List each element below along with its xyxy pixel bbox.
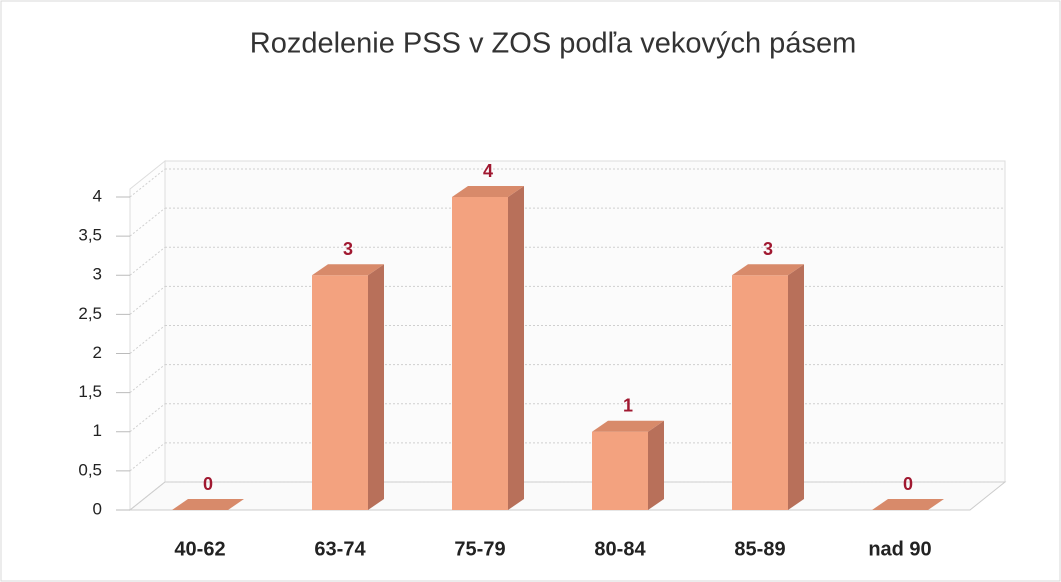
x-tick-label: nad 90 (868, 538, 931, 560)
bar-front (592, 431, 648, 510)
bar (172, 499, 244, 510)
x-tick-label: 80-84 (594, 538, 646, 560)
grid-line (129, 481, 166, 511)
bar-front (732, 275, 788, 510)
y-tick-label: 3,5 (78, 226, 102, 245)
bar-top (732, 264, 804, 276)
grid-line (129, 403, 166, 433)
bar-front (312, 275, 368, 510)
bar-top (592, 420, 664, 432)
y-tick-label: 1 (93, 421, 102, 440)
grid-line (129, 207, 166, 237)
bar-top (452, 186, 524, 197)
bar-side (368, 264, 384, 510)
chart-title: Rozdelenie PSS v ZOS podľa vekových páse… (250, 28, 856, 60)
bar-top (172, 499, 244, 510)
y-tick-label: 0,5 (78, 460, 102, 479)
data-label: 4 (483, 161, 493, 181)
grid-line (129, 442, 166, 472)
bar (312, 264, 384, 510)
bar (872, 499, 944, 510)
bar-front (452, 197, 508, 510)
bar-top (312, 264, 384, 276)
bar (452, 186, 524, 510)
data-label: 0 (203, 474, 213, 494)
y-tick-label: 0 (93, 499, 102, 518)
bar-side (508, 186, 524, 510)
side-wall (129, 159, 166, 512)
data-label: 0 (903, 474, 913, 494)
data-label: 1 (623, 396, 633, 416)
x-tick-label: 40-62 (174, 538, 225, 560)
x-tick-label: 75-79 (454, 538, 505, 560)
bar-top (872, 499, 944, 510)
data-label: 3 (763, 239, 773, 259)
grid-line (129, 325, 166, 354)
y-tick-label: 2 (93, 343, 102, 362)
grid-line (129, 364, 166, 394)
grid-line (129, 168, 166, 198)
y-tick-label: 1,5 (78, 382, 102, 401)
y-tick-label: 2,5 (78, 304, 102, 323)
grid-line (129, 246, 166, 276)
bar (592, 420, 664, 510)
back-wall (164, 160, 1006, 483)
bar (732, 264, 804, 510)
y-tick-label: 4 (93, 186, 102, 205)
floor (128, 481, 1007, 511)
x-tick-label: 63-74 (314, 538, 366, 560)
x-tick-label: 85-89 (734, 538, 785, 560)
bar-side (648, 420, 664, 510)
grid-line (129, 285, 166, 315)
data-label: 3 (343, 239, 353, 259)
y-tick-label: 3 (93, 265, 102, 284)
bar-side (788, 264, 804, 510)
